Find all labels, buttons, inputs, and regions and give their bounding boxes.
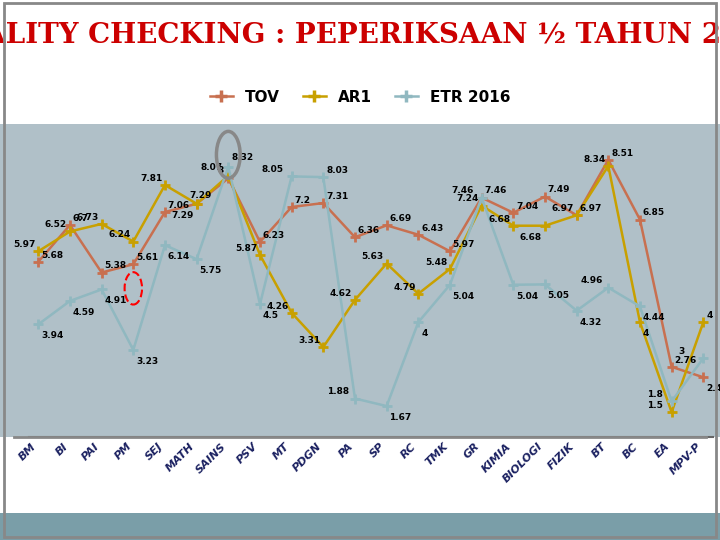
Text: 4.62: 4.62 [330, 289, 352, 298]
Text: EA: EA [653, 441, 672, 460]
Text: SEJ: SEJ [144, 441, 165, 462]
Text: 4.96: 4.96 [580, 276, 603, 286]
Text: PSV: PSV [235, 441, 260, 466]
Text: 6.52: 6.52 [45, 220, 67, 230]
Text: 5.97: 5.97 [453, 240, 475, 249]
Text: 7.46: 7.46 [485, 186, 507, 195]
Text: PDGN: PDGN [291, 441, 323, 474]
Text: 6.24: 6.24 [108, 231, 130, 239]
Text: 6.23: 6.23 [263, 231, 285, 240]
Text: 4.59: 4.59 [73, 308, 95, 317]
Text: 7.31: 7.31 [326, 192, 348, 201]
Text: 1.5: 1.5 [647, 401, 662, 410]
Text: 3.31: 3.31 [298, 336, 320, 345]
Text: 5.68: 5.68 [41, 251, 63, 260]
Text: 5.75: 5.75 [199, 266, 222, 275]
Text: 1.8: 1.8 [647, 390, 662, 399]
Text: 6.7: 6.7 [73, 214, 89, 223]
Text: GR: GR [462, 441, 482, 461]
Text: 6.69: 6.69 [390, 214, 412, 223]
Text: 8.07: 8.07 [201, 163, 222, 172]
Text: 7.29: 7.29 [171, 211, 194, 220]
Text: 5.04: 5.04 [453, 292, 475, 301]
Text: PA: PA [337, 441, 355, 460]
Text: 4.26: 4.26 [266, 302, 289, 310]
Text: 4: 4 [706, 311, 713, 320]
Text: 6.14: 6.14 [168, 252, 190, 261]
Text: 7.29: 7.29 [189, 191, 212, 200]
Text: 3: 3 [678, 347, 685, 356]
Text: BI: BI [54, 441, 70, 457]
Text: SAINS: SAINS [194, 441, 228, 475]
Text: 4: 4 [421, 329, 428, 338]
Text: 7.49: 7.49 [548, 185, 570, 194]
Text: 4.5: 4.5 [263, 311, 279, 320]
Text: 7.24: 7.24 [456, 194, 479, 204]
Text: 7.46: 7.46 [451, 186, 474, 195]
Text: 1.67: 1.67 [390, 413, 412, 422]
Text: PAI: PAI [81, 441, 102, 462]
Text: 5.87: 5.87 [235, 244, 257, 253]
Text: MT: MT [271, 441, 292, 462]
Text: KIMIA: KIMIA [480, 441, 513, 474]
Text: MATH: MATH [164, 441, 197, 474]
Text: BT: BT [590, 441, 608, 460]
Text: REALITY CHECKING : PEPERIKSAAN ½ TAHUN 2016: REALITY CHECKING : PEPERIKSAAN ½ TAHUN 2… [0, 22, 720, 49]
Text: 4.91: 4.91 [104, 296, 127, 305]
Text: 8.51: 8.51 [611, 148, 633, 158]
Text: 5.04: 5.04 [516, 292, 539, 301]
Text: 7.81: 7.81 [140, 174, 162, 183]
Text: 6.43: 6.43 [421, 224, 444, 233]
Text: 8.34: 8.34 [583, 155, 606, 164]
Text: MPV-P: MPV-P [668, 441, 703, 476]
Text: 3.94: 3.94 [41, 331, 63, 340]
Text: 6.97: 6.97 [580, 204, 602, 213]
Legend: TOV, AR1, ETR 2016: TOV, AR1, ETR 2016 [204, 84, 516, 111]
Text: 5.97: 5.97 [13, 240, 36, 249]
Text: 8: 8 [217, 166, 223, 174]
Text: 4.44: 4.44 [643, 313, 665, 322]
Text: 6.85: 6.85 [643, 208, 665, 218]
Text: 5.48: 5.48 [425, 258, 447, 267]
Text: 1.88: 1.88 [327, 387, 349, 396]
Text: TMK: TMK [423, 441, 450, 468]
Text: 5.63: 5.63 [361, 252, 384, 261]
Text: 2.76: 2.76 [675, 356, 697, 364]
Text: 7.2: 7.2 [294, 196, 310, 205]
Text: 5.38: 5.38 [104, 261, 127, 271]
Text: 8.32: 8.32 [231, 153, 253, 162]
Text: 6.73: 6.73 [76, 213, 99, 222]
Text: 4.79: 4.79 [393, 282, 416, 292]
Text: FIZIK: FIZIK [546, 441, 577, 471]
Text: BIOLOGI: BIOLOGI [501, 441, 545, 485]
Text: 7.04: 7.04 [516, 201, 539, 211]
Text: 4.32: 4.32 [580, 318, 602, 327]
Text: 6.68: 6.68 [520, 233, 542, 241]
Text: 6.97: 6.97 [552, 204, 574, 213]
Text: 5.61: 5.61 [136, 253, 158, 262]
Text: 8.03: 8.03 [326, 166, 348, 175]
Text: 5.05: 5.05 [548, 291, 570, 300]
Text: 6.68: 6.68 [488, 214, 510, 224]
Text: BM: BM [17, 441, 38, 462]
Text: RC: RC [400, 441, 418, 460]
Text: 6.36: 6.36 [358, 226, 380, 235]
Text: 2.47: 2.47 [706, 384, 720, 393]
Text: 3.23: 3.23 [136, 357, 158, 366]
Text: 8.05: 8.05 [261, 165, 283, 174]
Text: 4: 4 [643, 329, 649, 338]
Text: BC: BC [621, 441, 640, 460]
Text: SP: SP [368, 441, 387, 460]
Text: 7.06: 7.06 [168, 201, 190, 210]
Text: PM: PM [112, 441, 133, 462]
